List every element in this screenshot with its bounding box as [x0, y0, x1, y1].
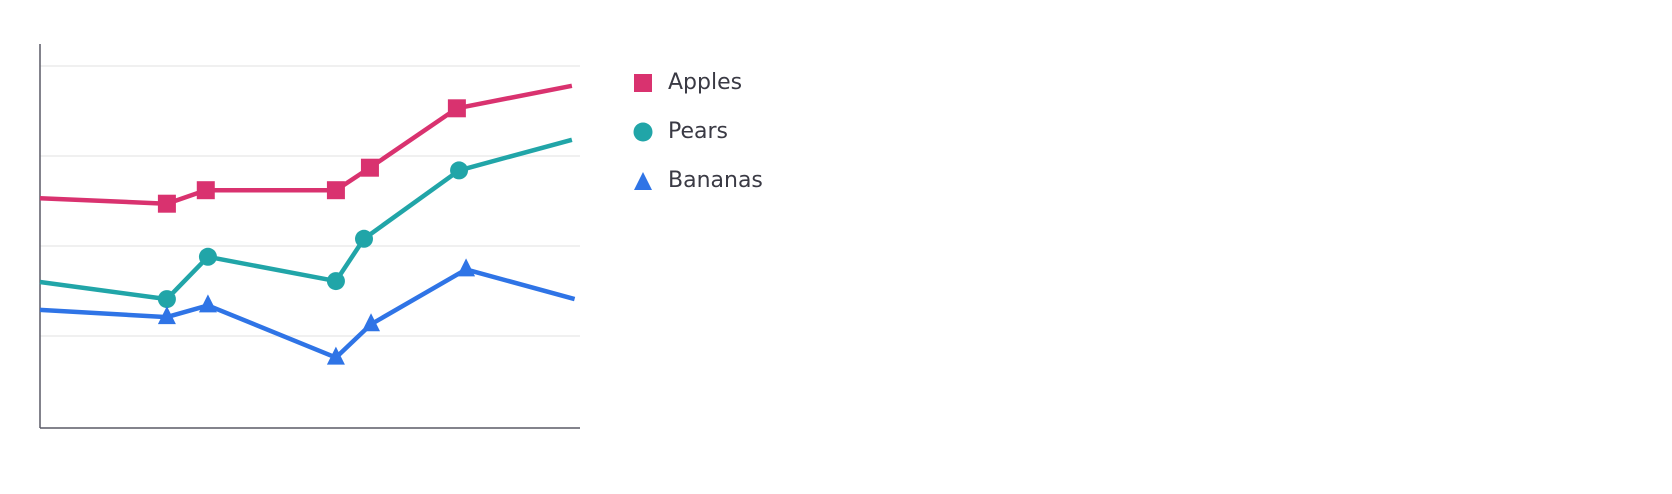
series-line-apples [39, 83, 573, 206]
data-point-apples [157, 194, 176, 213]
legend-item-bananas[interactable]: Bananas [632, 156, 763, 205]
data-point-bananas [326, 346, 345, 365]
data-point-bananas [157, 306, 176, 325]
circle-marker-icon [633, 122, 653, 141]
data-point-apples [447, 99, 466, 118]
triangle-marker-icon [634, 171, 652, 190]
data-point-pears [198, 247, 217, 266]
data-point-pears [450, 161, 469, 180]
data-point-pears [355, 229, 373, 248]
legend-label: Pears [668, 119, 729, 144]
legend-label: Apples [668, 70, 743, 95]
data-point-apples [326, 181, 345, 200]
square-marker-icon [634, 73, 652, 92]
legend-item-pears[interactable]: Pears [632, 107, 763, 156]
legend-label: Bananas [668, 168, 763, 193]
data-point-bananas [198, 294, 217, 313]
legend: Apples Pears Bananas [632, 58, 763, 205]
series-line-bananas [39, 267, 576, 360]
line-chart [39, 44, 580, 429]
data-point-pears [326, 272, 345, 291]
data-point-bananas [457, 258, 476, 277]
data-point-bananas [362, 313, 381, 332]
legend-item-apples[interactable]: Apples [632, 58, 763, 107]
data-point-apples [196, 181, 215, 200]
data-point-pears [157, 290, 176, 309]
data-point-apples [360, 158, 379, 177]
